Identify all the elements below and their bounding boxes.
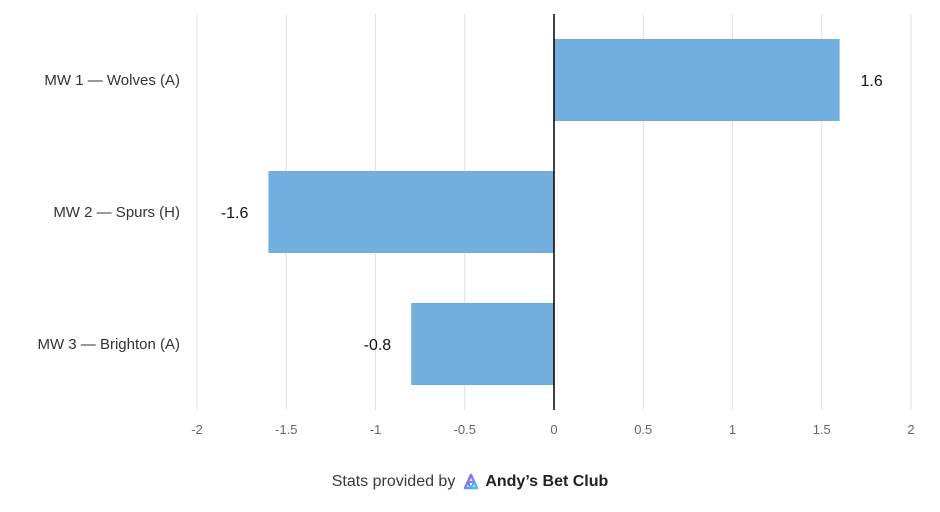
bar — [554, 39, 840, 121]
data-label: -0.8 — [364, 337, 392, 354]
bar — [268, 171, 554, 253]
bar-chart: MW 1 — Wolves (A) MW 2 — Spurs (H) MW 3 — … — [37, 14, 915, 437]
x-tick-label: 0 — [550, 422, 557, 437]
credit-prefix: Stats provided by — [331, 473, 456, 490]
x-tick-label: 2 — [907, 422, 914, 437]
x-tick-label: -2 — [191, 422, 203, 437]
data-label: 1.6 — [860, 73, 882, 90]
data-label: -1.6 — [221, 205, 249, 222]
stats-credit: Stats provided by Andy’s Bet Club — [0, 468, 940, 496]
andys-bet-club-logo-icon[interactable] — [461, 472, 481, 492]
x-tick-label: -1 — [370, 422, 382, 437]
x-tick-label: 0.5 — [634, 422, 652, 437]
category-label: MW 2 — Spurs (H) — [53, 204, 180, 221]
category-label: MW 3 — Brighton (A) — [37, 336, 180, 353]
brand-name[interactable]: Andy’s Bet Club — [485, 473, 609, 490]
bar — [411, 303, 554, 385]
x-tick-label: 1 — [729, 422, 736, 437]
x-tick-label: 1.5 — [813, 422, 831, 437]
category-label: MW 1 — Wolves (A) — [44, 72, 180, 89]
x-tick-label: -0.5 — [454, 422, 476, 437]
x-tick-label: -1.5 — [275, 422, 297, 437]
